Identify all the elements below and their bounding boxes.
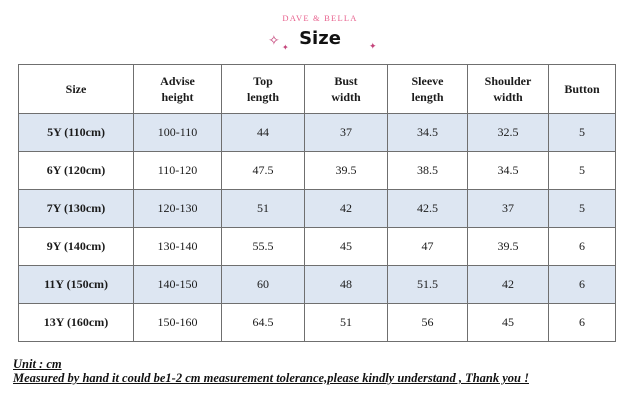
table-row: 11Y (150cm) 140-150 60 48 51.5 42 6 bbox=[18, 265, 616, 304]
cell-shoulder-width: 32.5 bbox=[467, 113, 549, 152]
cell-shoulder-width: 45 bbox=[467, 303, 549, 342]
cell-bust-width: 51 bbox=[304, 303, 388, 342]
cell-bust-width: 39.5 bbox=[304, 151, 388, 190]
cell-sleeve-length: 51.5 bbox=[387, 265, 468, 304]
column-header-text: Sleeve bbox=[411, 74, 444, 88]
cell-size: 9Y (140cm) bbox=[18, 227, 134, 266]
column-header-text: width bbox=[331, 90, 361, 104]
cell-size: 5Y (110cm) bbox=[18, 113, 134, 152]
column-header-size: Size bbox=[18, 64, 134, 114]
cell-button: 5 bbox=[548, 113, 616, 152]
table-row: 7Y (130cm) 120-130 51 42 42.5 37 5 bbox=[18, 189, 616, 228]
size-table-container: Size Advise height Top length Bust width Sleeve… bbox=[18, 64, 616, 342]
column-header-text: Bust bbox=[334, 74, 358, 88]
cell-sleeve-length: 47 bbox=[387, 227, 468, 266]
table-row: 13Y (160cm) 150-160 64.5 51 56 45 6 bbox=[18, 303, 616, 342]
column-header-text: width bbox=[493, 90, 523, 104]
cell-button: 6 bbox=[548, 303, 616, 342]
column-header-text: length bbox=[246, 90, 279, 104]
column-header-shoulder-width: Shoulder width bbox=[467, 64, 549, 114]
column-header-sleeve-length: Sleeve length bbox=[387, 64, 468, 114]
size-table: Size Advise height Top length Bust width Sleeve… bbox=[18, 64, 616, 342]
table-row: 5Y (110cm) 100-110 44 37 34.5 32.5 5 bbox=[18, 113, 616, 152]
cell-advise-height: 130-140 bbox=[133, 227, 222, 266]
cell-advise-height: 150-160 bbox=[133, 303, 222, 342]
cell-bust-width: 48 bbox=[304, 265, 388, 304]
cell-top-length: 64.5 bbox=[221, 303, 305, 342]
cell-button: 5 bbox=[548, 189, 616, 228]
cell-top-length: 47.5 bbox=[221, 151, 305, 190]
cell-shoulder-width: 42 bbox=[467, 265, 549, 304]
table-row: 6Y (120cm) 110-120 47.5 39.5 38.5 34.5 5 bbox=[18, 151, 616, 190]
column-header-text: height bbox=[161, 90, 194, 104]
sparkle-icon: ✧ bbox=[268, 33, 280, 49]
cell-top-length: 44 bbox=[221, 113, 305, 152]
cell-bust-width: 37 bbox=[304, 113, 388, 152]
column-header-advise-height: Advise height bbox=[133, 64, 222, 114]
table-header-row: Size Advise height Top length Bust width Sleeve… bbox=[18, 64, 616, 114]
cell-shoulder-width: 34.5 bbox=[467, 151, 549, 190]
cell-size: 6Y (120cm) bbox=[18, 151, 134, 190]
table-row: 9Y (140cm) 130-140 55.5 45 47 39.5 6 bbox=[18, 227, 616, 266]
cell-shoulder-width: 37 bbox=[467, 189, 549, 228]
cell-sleeve-length: 42.5 bbox=[387, 189, 468, 228]
sparkle-right-icon: ✦ bbox=[369, 42, 377, 52]
table-body: 5Y (110cm) 100-110 44 37 34.5 32.5 5 6Y (120cm)… bbox=[18, 113, 616, 342]
sparkle-small-icon: ✦ bbox=[282, 43, 289, 52]
column-header-button: Button bbox=[548, 64, 616, 114]
column-header-top-length: Top length bbox=[221, 64, 305, 114]
column-header-text: length bbox=[411, 90, 444, 104]
cell-advise-height: 100-110 bbox=[133, 113, 222, 152]
column-header-text: Button bbox=[564, 82, 600, 96]
cell-advise-height: 110-120 bbox=[133, 151, 222, 190]
column-header-text: Size bbox=[65, 82, 87, 96]
cell-advise-height: 140-150 bbox=[133, 265, 222, 304]
cell-size: 11Y (150cm) bbox=[18, 265, 134, 304]
unit-note: Unit : cm bbox=[13, 357, 62, 371]
cell-size: 7Y (130cm) bbox=[18, 189, 134, 228]
cell-top-length: 60 bbox=[221, 265, 305, 304]
cell-sleeve-length: 38.5 bbox=[387, 151, 468, 190]
cell-size: 13Y (160cm) bbox=[18, 303, 134, 342]
notes: Unit : cm Measured by hand it could be1-… bbox=[13, 357, 628, 385]
brand-name: DAVE & BELLA bbox=[282, 13, 358, 23]
cell-bust-width: 45 bbox=[304, 227, 388, 266]
cell-shoulder-width: 39.5 bbox=[467, 227, 549, 266]
column-header-text: Top bbox=[253, 74, 273, 88]
cell-top-length: 55.5 bbox=[221, 227, 305, 266]
cell-button: 6 bbox=[548, 227, 616, 266]
tolerance-note: Measured by hand it could be1-2 cm measu… bbox=[13, 371, 529, 385]
page-title: Size bbox=[299, 28, 341, 49]
cell-sleeve-length: 34.5 bbox=[387, 113, 468, 152]
cell-advise-height: 120-130 bbox=[133, 189, 222, 228]
cell-sleeve-length: 56 bbox=[387, 303, 468, 342]
column-header-text: Advise bbox=[160, 74, 195, 88]
cell-top-length: 51 bbox=[221, 189, 305, 228]
column-header-bust-width: Bust width bbox=[304, 64, 388, 114]
logo: DAVE & BELLA ✧ ✦ Size ✦ bbox=[0, 10, 640, 60]
cell-button: 6 bbox=[548, 265, 616, 304]
cell-button: 5 bbox=[548, 151, 616, 190]
cell-bust-width: 42 bbox=[304, 189, 388, 228]
column-header-text: Shoulder bbox=[484, 74, 532, 88]
